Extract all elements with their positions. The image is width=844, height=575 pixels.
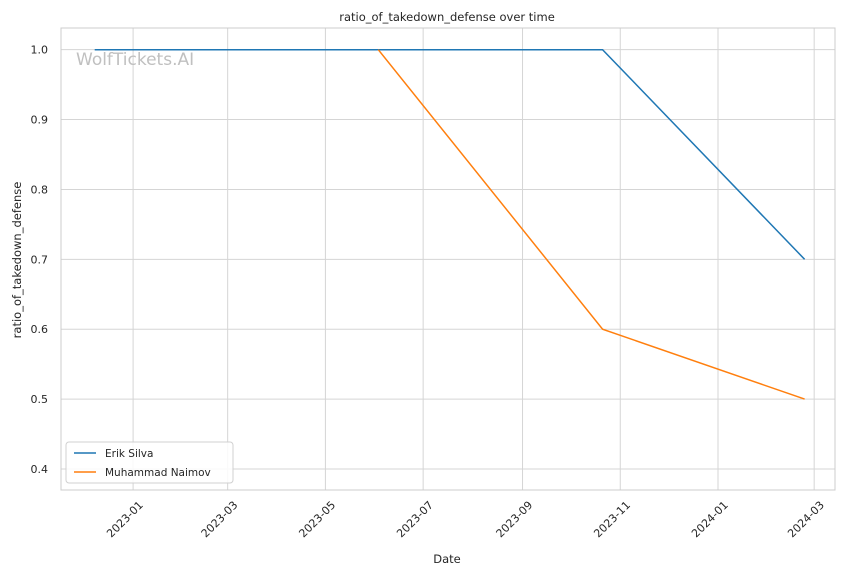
legend-box [65, 441, 234, 484]
series-lines [94, 48, 806, 400]
y-tick-label: 0.9 [31, 114, 49, 127]
y-tick-label: 0.7 [31, 253, 49, 266]
legend-label: Muhammad Naimov [105, 467, 211, 479]
y-tick-label: 1.0 [31, 44, 49, 57]
watermark: WolfTickets.AI [76, 50, 194, 70]
series-line [377, 49, 805, 400]
legend-label: Erik Silva [105, 448, 153, 460]
y-tick-label: 0.6 [31, 323, 49, 336]
plot-frame [60, 27, 836, 491]
y-tick-labels: 0.4 0.5 0.6 0.7 0.8 0.9 1.0 [31, 44, 49, 476]
y-tick-label: 0.5 [31, 393, 49, 406]
y-axis-label: ratio_of_takedown_defense [10, 182, 24, 339]
series-line [94, 48, 806, 260]
legend: Erik Silva Muhammad Naimov [65, 441, 234, 484]
x-axis-label: Date [433, 552, 461, 566]
chart-title: ratio_of_takedown_defense over time [339, 10, 555, 24]
y-tick-label: 0.8 [31, 183, 49, 196]
y-tick-label: 0.4 [31, 463, 49, 476]
